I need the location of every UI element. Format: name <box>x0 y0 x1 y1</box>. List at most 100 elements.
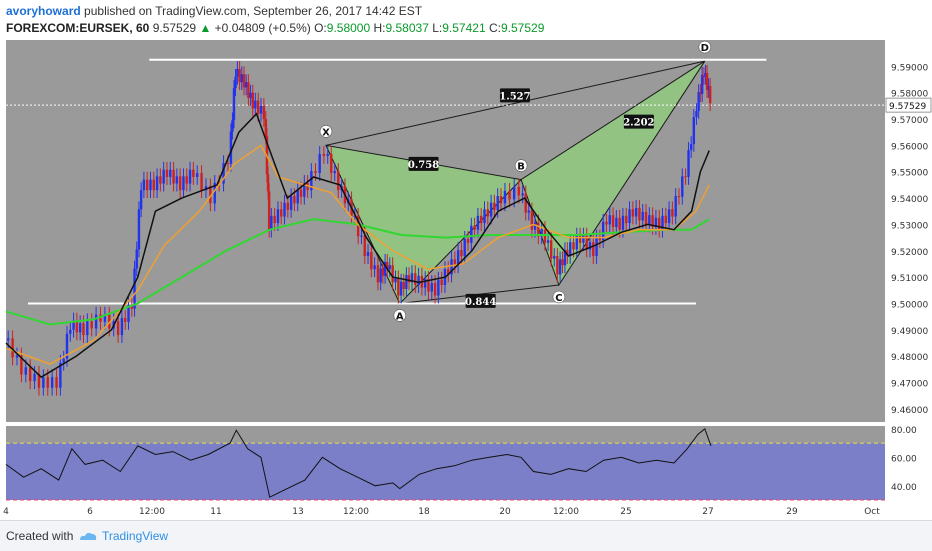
candle-body <box>303 182 306 197</box>
candle-body <box>470 225 473 243</box>
candle-body <box>661 215 664 230</box>
candle-body <box>116 321 120 336</box>
candle-body <box>381 268 385 276</box>
candle-body <box>256 100 260 114</box>
candle-body <box>276 209 280 224</box>
candle-body <box>266 174 270 192</box>
candle-body <box>480 215 483 224</box>
high-label: H: <box>373 21 386 35</box>
price-tick-label: 9.52000 <box>891 248 928 258</box>
created-with-text: Created with <box>6 529 74 543</box>
candle-body <box>692 117 696 145</box>
candle-body <box>90 321 93 329</box>
time-tick-label: 6 <box>87 507 93 517</box>
candle-body <box>588 242 592 250</box>
candle-body <box>363 235 366 257</box>
candle-body <box>447 269 450 275</box>
candle-body <box>654 217 658 228</box>
ratio-box <box>465 293 496 308</box>
candle-body <box>563 250 567 266</box>
point-marker-c <box>552 290 566 304</box>
candle-body <box>238 68 241 83</box>
candle-body <box>414 273 417 286</box>
candle-body <box>273 215 276 224</box>
candle-body <box>598 237 602 241</box>
candle-body <box>601 221 605 241</box>
candle-body <box>530 210 534 230</box>
open-label: O: <box>314 21 327 35</box>
candle-body <box>423 279 427 288</box>
candle-body <box>427 279 430 292</box>
candle-body <box>236 68 239 77</box>
candle-body <box>200 173 203 191</box>
point-label-b: B <box>517 162 525 173</box>
candle-body <box>172 169 175 184</box>
ratio-label: 0.758 <box>408 160 439 171</box>
candle-body <box>249 92 252 98</box>
candle-body <box>62 358 65 363</box>
candle-body <box>145 179 149 191</box>
chart-canvas[interactable]: X A B C D 1.527 0.758 2.202 0.844 9.46000 9.47000… <box>0 40 932 520</box>
candle-body <box>391 265 394 283</box>
candle-body <box>651 215 654 228</box>
xd-leg <box>325 60 705 146</box>
candle-body <box>553 256 556 259</box>
candle-body <box>244 82 248 88</box>
author-link[interactable]: avoryhoward <box>6 4 81 18</box>
candle-body <box>397 278 400 296</box>
point-marker-b <box>514 159 528 172</box>
candle-body <box>42 377 45 388</box>
candle-body <box>337 171 340 191</box>
candle-body <box>175 176 179 184</box>
candle-body <box>546 240 550 243</box>
candle-body <box>517 186 520 196</box>
candle-body <box>267 191 271 230</box>
candle-body <box>687 149 690 177</box>
tradingview-brand-link[interactable]: TradingView <box>102 529 169 543</box>
point-marker-a <box>393 309 407 322</box>
point-label-x: X <box>322 127 330 138</box>
candle-body <box>318 153 321 174</box>
price-tick-label: 9.55000 <box>891 169 928 179</box>
candle-body <box>234 76 237 89</box>
candle-body <box>213 182 216 204</box>
candle-body <box>512 186 516 200</box>
candle-body <box>578 235 582 243</box>
candle-body <box>376 265 380 283</box>
candle-body <box>527 210 530 213</box>
open-value: 9.58000 <box>326 21 371 35</box>
time-tick-label: 12:00 <box>139 507 165 517</box>
candle-body <box>460 250 463 257</box>
candle-body <box>72 320 75 330</box>
candle-body <box>149 179 152 191</box>
high-value: 9.58037 <box>385 21 429 35</box>
candle-body <box>37 373 41 388</box>
candle-body <box>69 329 72 334</box>
price-tick-label: 9.58000 <box>891 90 928 100</box>
candle-body <box>638 207 641 221</box>
ratio-label: 2.202 <box>623 118 654 129</box>
candle-body <box>575 235 579 250</box>
candle-body <box>561 259 564 266</box>
last-price-marker <box>885 97 932 113</box>
candle-body <box>366 252 370 257</box>
price-tick-label: 9.46000 <box>891 406 928 416</box>
candle-body <box>50 377 54 388</box>
time-tick-label: 18 <box>418 507 430 517</box>
candle-body <box>399 281 403 296</box>
candle-body <box>621 215 625 230</box>
candle-body <box>483 209 486 224</box>
candle-body <box>155 176 159 191</box>
candle-body <box>608 215 611 225</box>
time-tick-label: 13 <box>292 507 303 517</box>
time-tick-label: 25 <box>620 507 631 517</box>
low-label: L: <box>432 21 443 35</box>
candle-body <box>689 144 693 150</box>
candle-body <box>99 314 102 322</box>
candle-body <box>46 377 49 388</box>
candle-body <box>521 193 524 196</box>
candle-body <box>410 273 414 283</box>
candle-body <box>707 86 710 91</box>
candle-body <box>394 278 397 283</box>
price-tick-label: 9.57000 <box>891 116 928 126</box>
